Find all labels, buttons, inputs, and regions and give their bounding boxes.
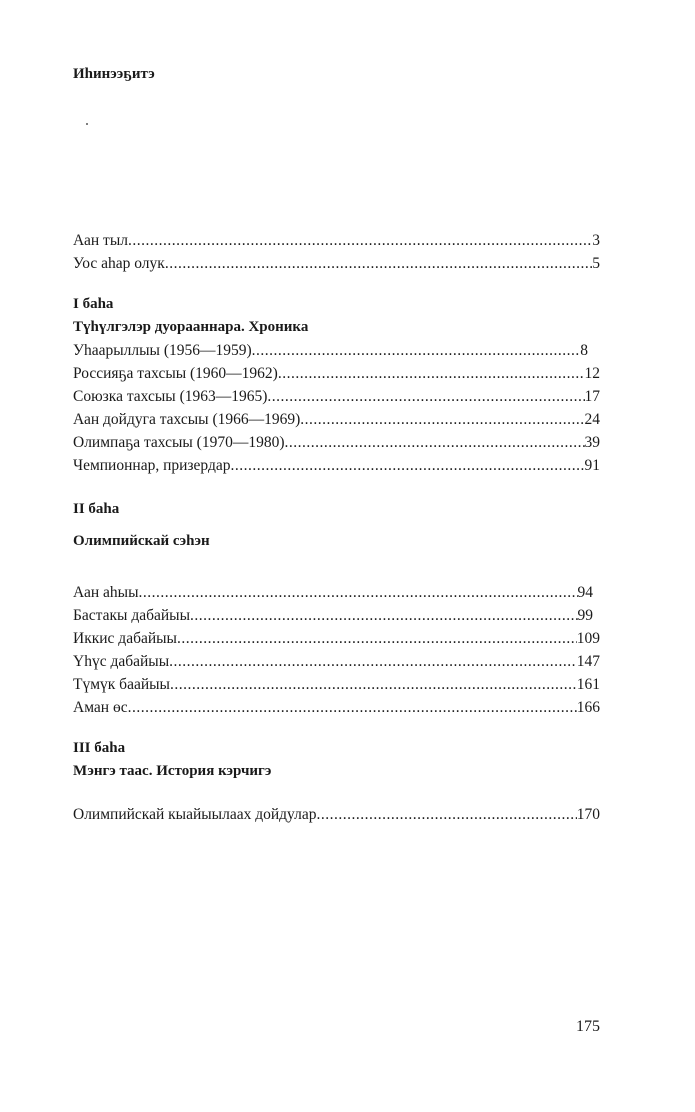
toc-entry[interactable]: Уос аhар олук5 (73, 252, 600, 275)
toc-entry[interactable]: Уhаарыллыы (1956—1959)8 (73, 339, 600, 362)
toc-entry[interactable]: Иккис дабайыы109 (73, 627, 600, 650)
toc-entry[interactable]: Олимпаҕа тахсыы (1970—1980)39 (73, 431, 600, 454)
part1-heading: I баhа (73, 296, 114, 312)
toc-entry[interactable]: Олимпийскай кыайыылаах дойдулар170 (73, 803, 600, 826)
toc-entry[interactable]: Чемпионнар, призердар91 (73, 454, 600, 477)
toc-entry[interactable]: Аан тыл3 (73, 229, 600, 252)
part2-list: Аан аhыы94 Бастакы дабайыы99 Иккис дабай… (73, 581, 600, 719)
part2-subtitle: Олимпийскай сэhэн (73, 533, 210, 549)
page-number: 175 (576, 1018, 600, 1035)
toc-entry[interactable]: Россияҕа тахсыы (1960—1962)12 (73, 362, 600, 385)
toc-entry[interactable]: Бастакы дабайыы99 (73, 604, 600, 627)
scan-speck (86, 123, 88, 125)
toc-entry[interactable]: Союзка тахсыы (1963—1965)17 (73, 385, 600, 408)
part1-subtitle: Түhүлгэлэр дуорааннара. Хроника (73, 319, 309, 335)
toc-entry[interactable]: Үhүс дабайыы147 (73, 650, 600, 673)
toc-entry[interactable]: Аан аhыы94 (73, 581, 600, 604)
part1-list: Уhаарыллыы (1956—1959)8 Россияҕа тахсыы … (73, 339, 600, 477)
part3-heading: III баhа (73, 740, 126, 756)
part3-subtitle: Мэнгэ таас. История кэрчигэ (73, 763, 272, 779)
toc-entry[interactable]: Түмүк баайыы161 (73, 673, 600, 696)
part2-heading: II баhа (73, 501, 120, 517)
toc-entry[interactable]: Аан дойдуга тахсыы (1966—1969)24 (73, 408, 600, 431)
part3-list: Олимпийскай кыайыылаах дойдулар170 (73, 803, 600, 826)
intro-list: Аан тыл3 Уос аhар олук5 (73, 229, 600, 275)
toc-entry[interactable]: Аман өс166 (73, 696, 600, 719)
toc-title: Иhинээҕитэ (73, 66, 155, 82)
